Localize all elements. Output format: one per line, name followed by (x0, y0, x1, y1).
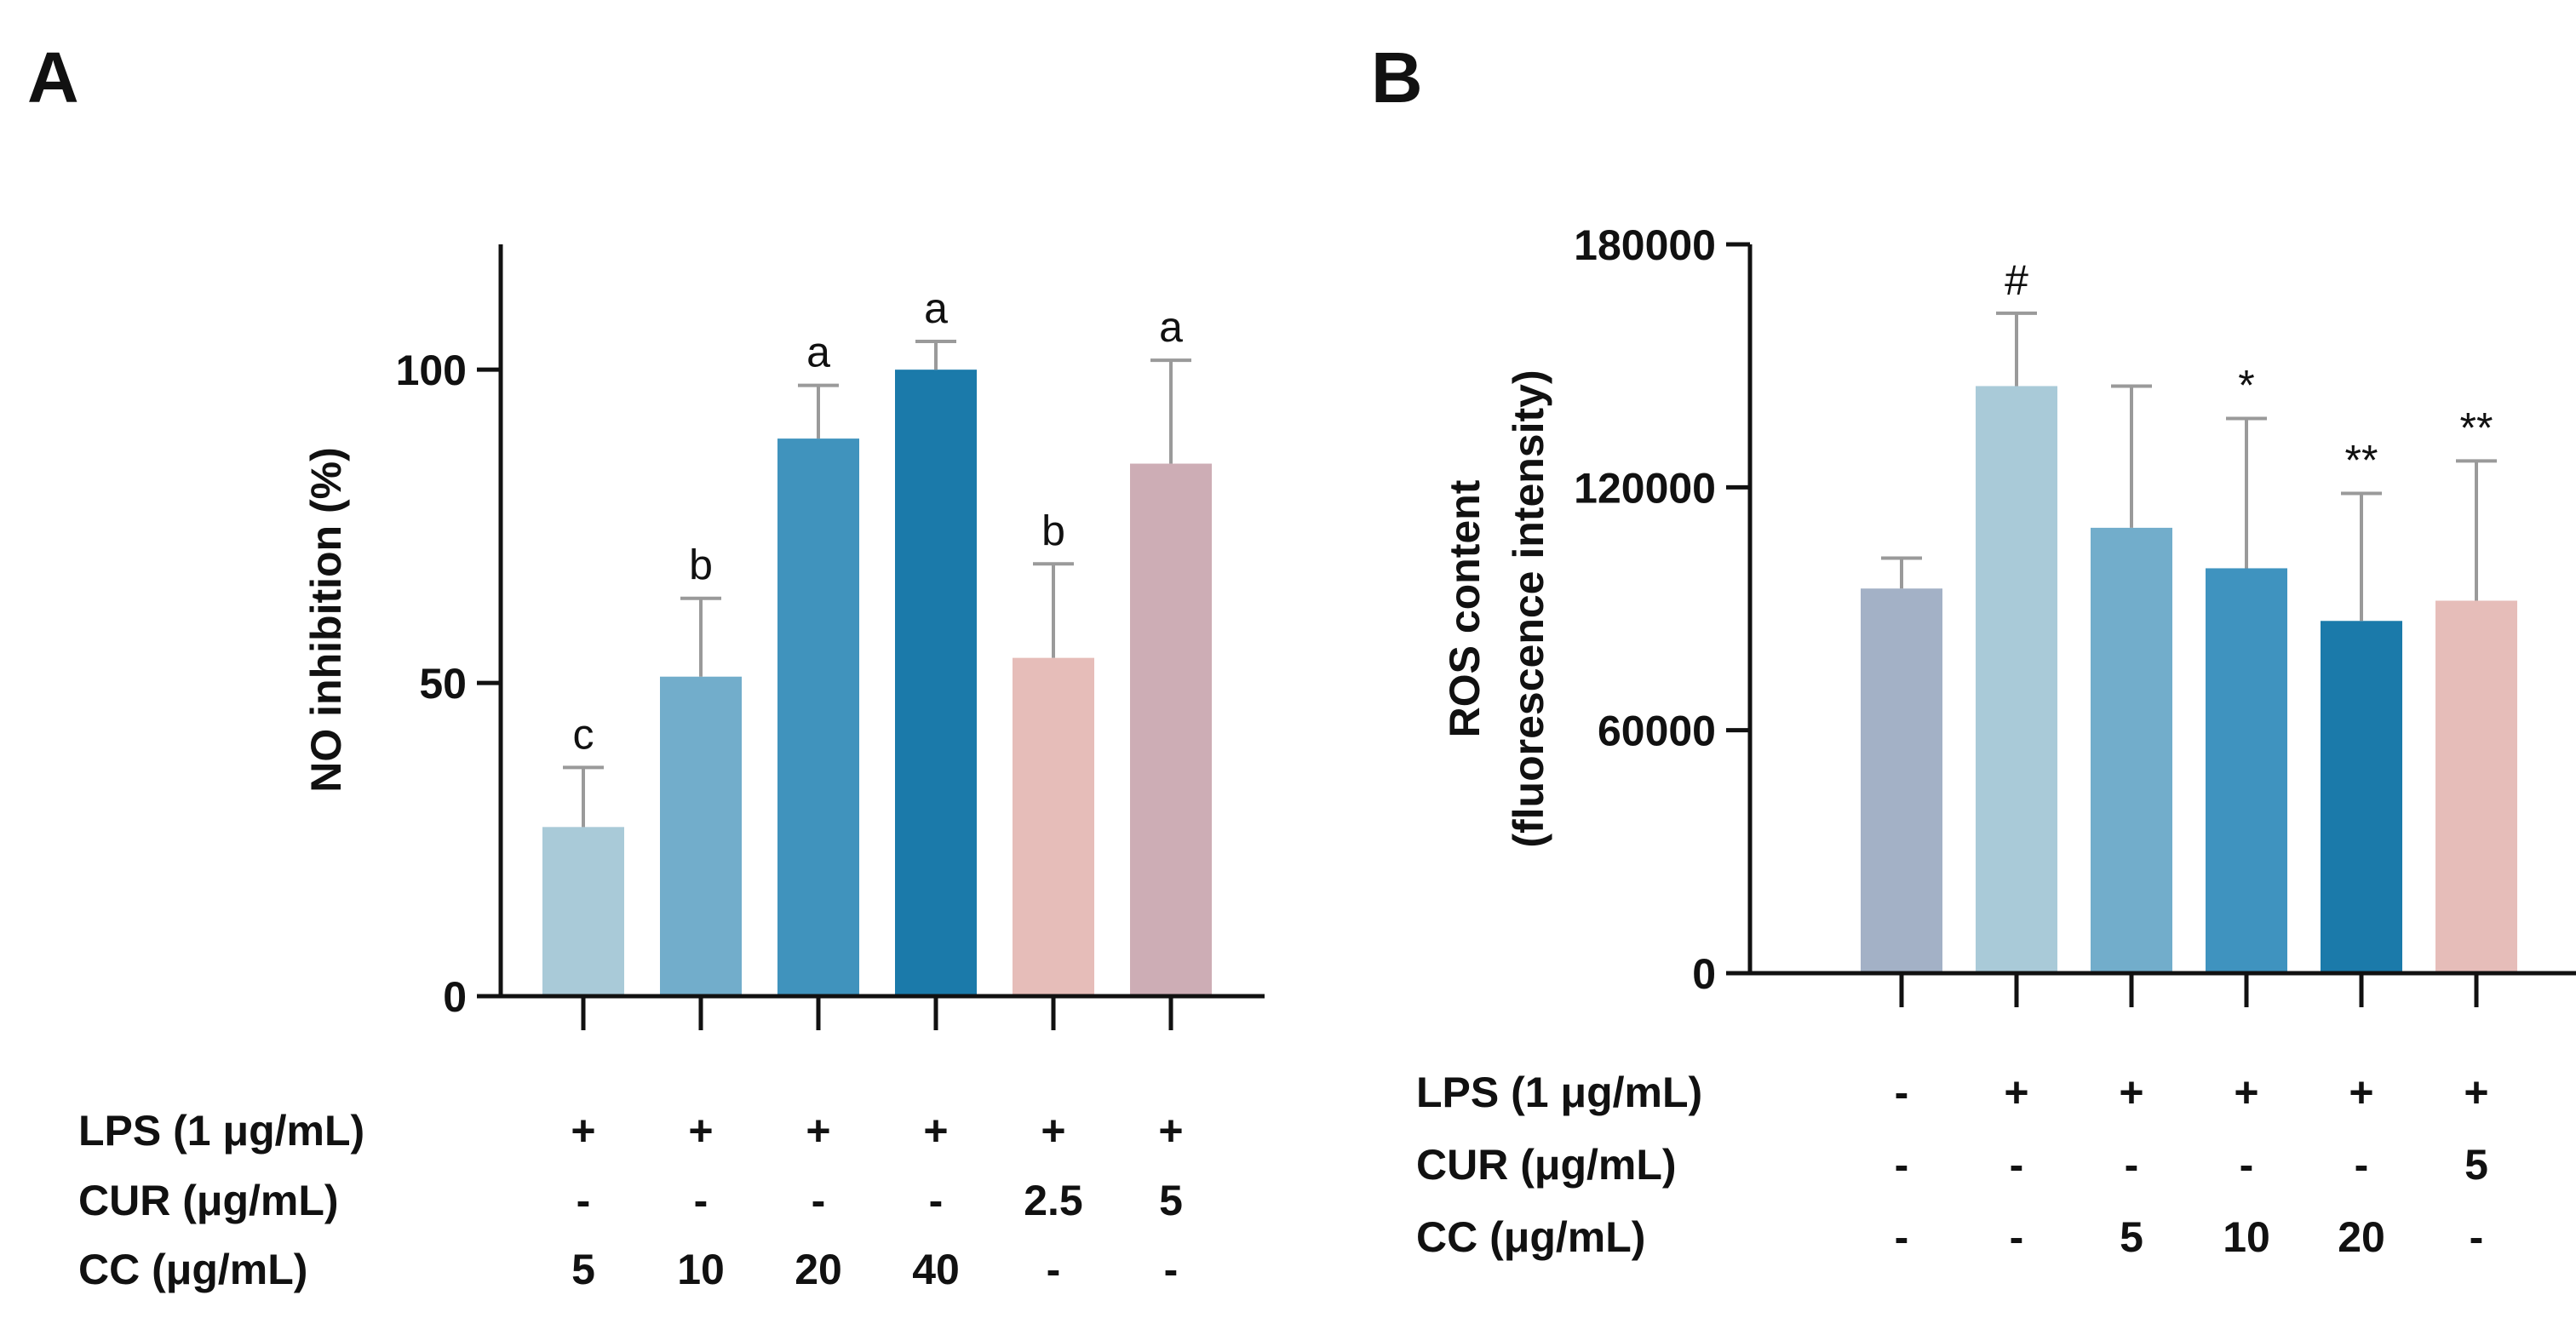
error-bar-a-3 (798, 383, 839, 439)
condition-value-a-3-1: 5 (571, 1246, 595, 1293)
y-tick-label-b-3: 180000 (1574, 221, 1716, 269)
condition-value-a-3-5: - (1047, 1246, 1061, 1293)
bar-b-3 (2091, 527, 2172, 973)
significance-b-6: ** (2460, 404, 2493, 451)
significance-b-5: ** (2345, 436, 2378, 484)
condition-value-a-3-6: - (1164, 1246, 1179, 1293)
bar-b-2 (1976, 386, 2057, 973)
condition-value-a-2-4: - (929, 1177, 944, 1224)
condition-value-a-2-3: - (812, 1177, 826, 1224)
error-bar-a-1 (563, 765, 604, 828)
significance-a-4: a (924, 284, 948, 332)
condition-value-b-3-1: - (1895, 1213, 1909, 1261)
y-axis-label-b-line-1: ROS content (1441, 479, 1489, 737)
y-tick-label-a-1: 50 (419, 660, 467, 708)
condition-value-b-1-4: + (2234, 1069, 2258, 1116)
y-tick-label-a-2: 100 (396, 347, 467, 394)
error-bar-b-2 (1996, 311, 2037, 387)
condition-value-a-1-3: + (806, 1107, 830, 1155)
bar-a-4 (895, 370, 977, 997)
condition-value-b-2-2: - (2010, 1141, 2024, 1189)
significance-a-6: a (1159, 303, 1183, 351)
condition-value-a-1-1: + (571, 1107, 595, 1155)
significance-a-1: c (573, 710, 594, 758)
condition-label-b-1: LPS (1 μg/mL) (1416, 1069, 1702, 1116)
condition-value-a-1-6: + (1158, 1107, 1183, 1155)
significance-b-4: * (2238, 361, 2254, 409)
bar-a-1 (542, 827, 624, 996)
panel-label-a: A (27, 37, 79, 117)
error-bar-a-4 (915, 340, 956, 370)
condition-value-b-1-5: + (2349, 1069, 2373, 1116)
error-bar-a-2 (680, 596, 721, 677)
bar-a-5 (1013, 657, 1094, 996)
error-bar-b-4 (2226, 416, 2267, 569)
condition-value-a-2-2: - (694, 1177, 709, 1224)
condition-value-b-2-3: - (2125, 1141, 2139, 1189)
condition-value-a-3-4: 40 (912, 1246, 960, 1293)
bar-a-6 (1130, 463, 1212, 996)
y-tick-label-a-0: 0 (443, 973, 467, 1021)
condition-value-b-3-3: 5 (2120, 1213, 2143, 1261)
condition-value-b-1-2: + (2004, 1069, 2028, 1116)
significance-a-3: a (806, 329, 830, 376)
condition-label-a-1: LPS (1 μg/mL) (78, 1107, 364, 1155)
condition-label-a-2: CUR (μg/mL) (78, 1177, 339, 1224)
error-bar-a-5 (1033, 562, 1074, 658)
condition-value-a-2-6: 5 (1159, 1177, 1183, 1224)
condition-value-b-2-5: - (2355, 1141, 2369, 1189)
condition-value-a-2-5: 2.5 (1024, 1177, 1083, 1224)
condition-value-a-1-5: + (1041, 1107, 1065, 1155)
error-bar-b-1 (1881, 556, 1922, 589)
bar-a-2 (660, 676, 742, 996)
bar-a-3 (777, 438, 859, 996)
panel-label-b: B (1371, 37, 1423, 117)
y-tick-label-b-1: 60000 (1598, 708, 1716, 755)
significance-a-2: b (689, 542, 713, 589)
chart-a-no-inhibition: c b a a b a 0 50 100 NO inhibition (%) LPS (1 μg/m… (78, 244, 1265, 1293)
condition-value-b-1-3: + (2119, 1069, 2143, 1116)
y-axis-label-b-line-2: (fluorescence intensity) (1505, 370, 1552, 847)
error-bar-b-6 (2456, 459, 2497, 601)
condition-value-b-3-5: 20 (2338, 1213, 2385, 1261)
condition-value-b-2-6: 5 (2464, 1141, 2488, 1189)
condition-value-a-2-1: - (577, 1177, 591, 1224)
bar-b-6 (2435, 600, 2517, 973)
condition-value-b-2-4: - (2240, 1141, 2254, 1189)
condition-value-b-3-4: 10 (2223, 1213, 2270, 1261)
significance-a-5: b (1041, 507, 1065, 554)
condition-label-b-2: CUR (μg/mL) (1416, 1141, 1677, 1189)
y-tick-label-b-0: 0 (1692, 950, 1716, 998)
condition-value-a-1-4: + (923, 1107, 948, 1155)
bar-b-1 (1861, 588, 1942, 973)
bar-b-5 (2321, 621, 2402, 973)
condition-value-a-3-3: 20 (795, 1246, 842, 1293)
condition-value-b-3-2: - (2010, 1213, 2024, 1261)
error-bar-b-3 (2111, 384, 2152, 528)
significance-b-2: # (2005, 256, 2028, 304)
condition-value-a-3-2: 10 (677, 1246, 725, 1293)
condition-value-b-1-6: + (2464, 1069, 2488, 1116)
y-tick-label-b-2: 120000 (1574, 464, 1716, 512)
condition-value-a-1-2: + (688, 1107, 713, 1155)
y-axis-label-a: NO inhibition (%) (302, 447, 350, 792)
bar-b-4 (2206, 568, 2287, 973)
condition-label-a-3: CC (μg/mL) (78, 1246, 307, 1293)
condition-label-b-3: CC (μg/mL) (1416, 1213, 1645, 1261)
condition-value-b-1-1: - (1895, 1069, 1909, 1116)
error-bar-b-5 (2341, 491, 2382, 622)
condition-value-b-2-1: - (1895, 1141, 1909, 1189)
error-bar-a-6 (1150, 358, 1191, 464)
condition-value-b-3-6: - (2470, 1213, 2484, 1261)
